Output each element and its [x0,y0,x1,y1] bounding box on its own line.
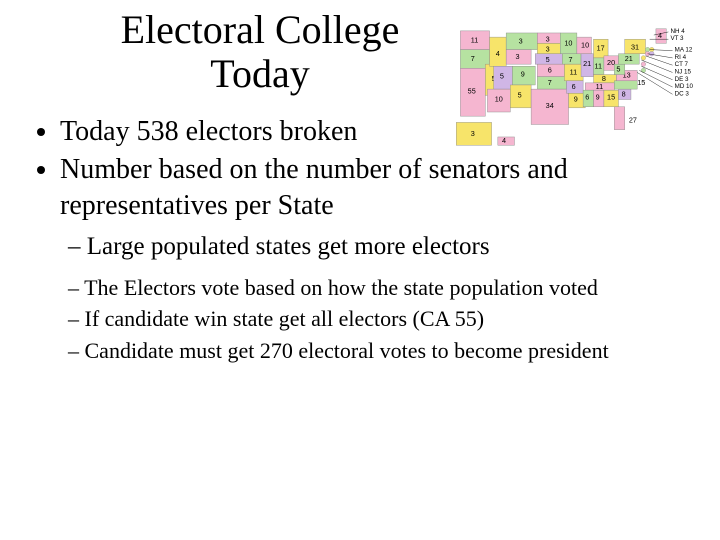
svg-text:4: 4 [496,49,500,58]
svg-text:10: 10 [495,95,503,104]
svg-text:NH 4: NH 4 [670,28,685,35]
svg-text:34: 34 [546,101,554,110]
svg-text:3: 3 [471,129,475,138]
sub2-item-2: If candidate win state get all electors … [68,305,700,333]
svg-text:7: 7 [548,78,552,87]
svg-text:11: 11 [596,82,604,91]
svg-text:10: 10 [564,38,572,47]
svg-text:MA 12: MA 12 [675,47,693,54]
svg-text:21: 21 [625,54,633,63]
svg-text:5: 5 [518,90,522,99]
svg-text:31: 31 [631,43,639,52]
svg-text:21: 21 [583,59,591,68]
svg-text:6: 6 [548,65,552,74]
svg-text:55: 55 [468,86,476,95]
svg-text:5: 5 [546,55,550,64]
svg-text:15: 15 [607,93,615,102]
svg-text:9: 9 [596,93,600,102]
svg-text:6: 6 [572,82,576,91]
svg-text:9: 9 [521,70,525,79]
svg-text:17: 17 [597,44,605,53]
sub2-item-3: Candidate must get 270 electoral votes t… [68,337,700,365]
svg-text:DE 3: DE 3 [675,76,689,83]
svg-text:CT 7: CT 7 [675,61,689,68]
svg-text:7: 7 [569,55,573,64]
svg-text:3: 3 [516,52,520,61]
svg-text:7: 7 [471,54,475,63]
slide-title: Electoral College Today [50,8,470,96]
svg-text:3: 3 [546,34,550,43]
svg-text:MD 10: MD 10 [675,83,694,90]
svg-text:10: 10 [581,41,589,50]
slide: Electoral College Today Today 538 electo… [0,0,720,540]
svg-text:VT 3: VT 3 [670,35,684,42]
svg-text:5: 5 [500,72,504,81]
sub2-item-1: The Electors vote based on how the state… [68,274,700,302]
sub1-item-1: Large populated states get more electors [68,231,700,264]
svg-text:8: 8 [622,89,626,98]
svg-text:3: 3 [546,45,550,54]
svg-text:DC 3: DC 3 [675,90,690,97]
svg-text:11: 11 [595,61,603,70]
svg-text:27: 27 [629,115,637,124]
title-line-2: Today [210,51,309,96]
svg-text:4: 4 [658,31,662,40]
svg-text:11: 11 [570,68,578,77]
title-line-1: Electoral College [121,7,400,52]
svg-text:3: 3 [519,36,523,45]
sub-list-2: The Electors vote based on how the state… [68,274,700,365]
svg-text:20: 20 [607,58,615,67]
us-electoral-map: 1175554335910533567341071169102117112081… [450,6,710,166]
svg-text:RI 4: RI 4 [675,54,687,61]
svg-text:9: 9 [574,95,578,104]
svg-text:11: 11 [471,35,479,44]
svg-text:15: 15 [637,78,645,87]
svg-text:6: 6 [585,93,589,102]
svg-text:4: 4 [502,136,506,145]
svg-text:5: 5 [616,64,620,73]
sub-list-1: Large populated states get more electors [68,231,700,264]
svg-text:NJ 15: NJ 15 [675,69,692,76]
